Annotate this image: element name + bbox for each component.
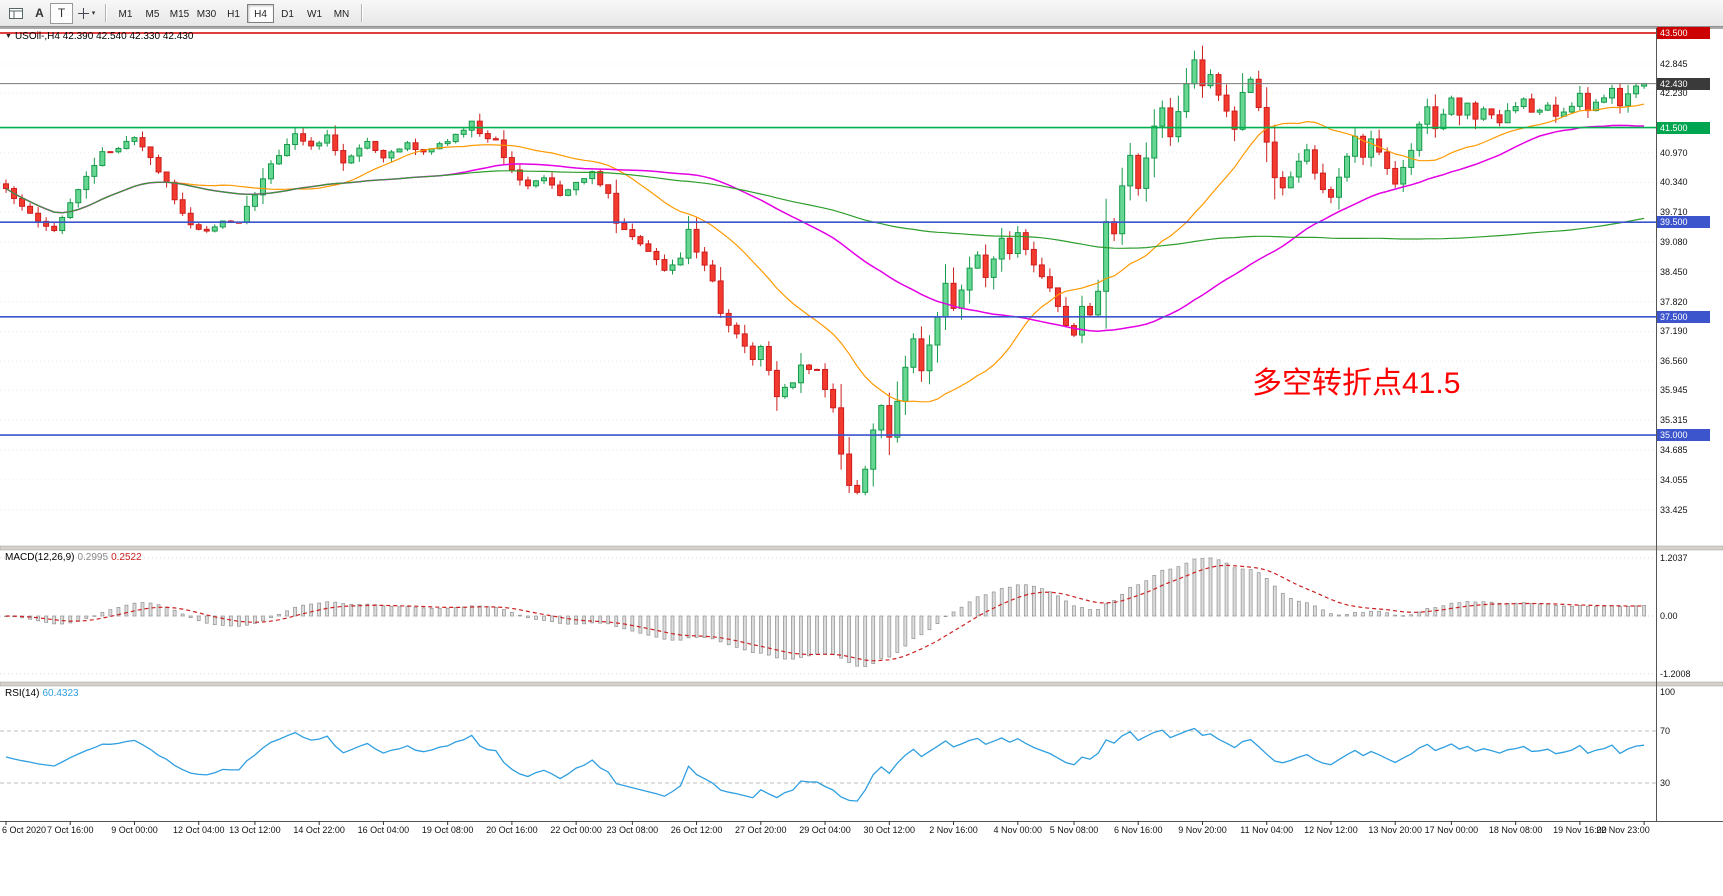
timeframe-toolbar: M1 M5 M15 M30 H1 H4 D1 W1 MN [112, 3, 355, 23]
timeframe-h4[interactable]: H4 [247, 3, 274, 23]
price-badge: 39.500 [1657, 216, 1710, 229]
timeframe-m5[interactable]: M5 [145, 8, 160, 20]
time-axis-label: 5 Nov 08:00 [1049, 825, 1099, 835]
time-axis-label: 14 Oct 22:00 [293, 825, 345, 835]
macd-axis-label: 1.2037 [1660, 552, 1688, 563]
symbol-ohlc-text: USOil-,H4 42.390 42.540 42.330 42.430 [14, 31, 194, 42]
time-axis-label: 22 Oct 00:00 [550, 825, 602, 835]
timeframe-w1[interactable]: W1 [307, 8, 322, 20]
time-axis-label: 4 Nov 00:00 [993, 825, 1043, 835]
time-axis-label: 18 Nov 08:00 [1488, 825, 1543, 835]
price-axis-label: 38.450 [1660, 266, 1688, 277]
price-badge: 43.500 [1657, 27, 1710, 39]
time-axis-label: 22 Nov 23:00 [1596, 825, 1650, 835]
price-badge: 37.500 [1657, 310, 1710, 323]
toolbar: A T ▾ M1 M5 M15 M30 H1 H4 D1 W1 MN [0, 0, 1723, 27]
time-axis-label: 16 Oct 04:00 [357, 825, 410, 835]
price-axis-label: 42.845 [1660, 58, 1688, 69]
macd-axis-label: -1.2008 [1660, 668, 1691, 679]
time-axis-label: 7 Oct 16:00 [46, 825, 94, 835]
chevron-down-icon: ▾ [91, 10, 96, 17]
time-axis-label: 9 Oct 00:00 [111, 825, 158, 835]
time-axis-label: 6 Oct 2020 [2, 825, 47, 835]
price-axis-label: 40.340 [1660, 177, 1688, 188]
timeframe-m1[interactable]: M1 [118, 8, 133, 20]
timeframe-mn[interactable]: MN [333, 8, 350, 20]
time-axis-label: 20 Oct 16:00 [486, 825, 538, 835]
timeframe-m15[interactable]: M15 [169, 8, 190, 20]
macd-signal-value: 0.2522 [111, 552, 142, 563]
price-axis-label: 35.315 [1660, 415, 1688, 426]
font-a-button[interactable]: A [35, 6, 44, 20]
time-axis-label: 2 Nov 16:00 [929, 825, 978, 835]
time-axis-label: 12 Oct 04:00 [172, 825, 225, 835]
macd-axis-label: 0.00 [1660, 611, 1678, 621]
macd-name: MACD(12,26,9) [5, 552, 75, 563]
chart-annotation-text: 多空转折点41.5 [1252, 367, 1461, 400]
rsi-indicator-label: RSI(14) 60.4323 [5, 688, 79, 699]
price-axis-label: 39.710 [1660, 207, 1688, 218]
rsi-value: 60.4323 [42, 688, 79, 699]
timeframe-m30[interactable]: M30 [196, 8, 217, 20]
macd-main-value: 0.2995 [77, 552, 109, 563]
price-axis-label: 35.945 [1660, 385, 1688, 396]
rsi-axis-label: 30 [1660, 778, 1671, 788]
price-badge: 35.000 [1657, 429, 1710, 442]
time-axis-label: 12 Nov 12:00 [1304, 825, 1358, 835]
time-axis-label: 29 Oct 04:00 [799, 825, 851, 835]
time-axis-label: 11 Nov 04:00 [1240, 825, 1294, 835]
price-axis-label: 37.820 [1660, 296, 1688, 307]
time-axis-label: 6 Nov 16:00 [1113, 825, 1163, 835]
time-axis-label: 30 Oct 12:00 [863, 825, 916, 835]
rsi-name: RSI(14) [5, 688, 40, 699]
toolbar-separator [105, 4, 106, 22]
price-axis-label: 34.685 [1660, 444, 1688, 455]
time-axis-label: 9 Nov 20:00 [1178, 825, 1227, 835]
time-axis-label: 13 Nov 20:00 [1368, 825, 1422, 835]
time-axis-label: 19 Nov 16:00 [1553, 825, 1607, 835]
time-axis-label: 26 Oct 12:00 [670, 825, 723, 835]
crosshair-icon[interactable]: ▾ [73, 3, 99, 24]
price-axis-label: 39.080 [1660, 237, 1688, 248]
time-axis-label: 23 Oct 08:00 [606, 825, 659, 835]
time-axis-label: 17 Nov 00:00 [1424, 825, 1479, 835]
timeframe-h1[interactable]: H1 [227, 8, 240, 20]
time-axis-label: 13 Oct 12:00 [229, 825, 281, 835]
price-axis-label: 36.560 [1660, 356, 1688, 367]
price-axis-label: 40.970 [1660, 147, 1688, 158]
price-axis-label: 42.230 [1660, 88, 1688, 99]
toolbar-separator [361, 4, 362, 22]
price-axis-label: 33.425 [1660, 504, 1688, 515]
price-badge: 42.430 [1657, 77, 1710, 90]
price-axis-label: 34.055 [1660, 474, 1688, 485]
chart-window-icon[interactable] [3, 3, 29, 24]
timeframe-d1[interactable]: D1 [281, 8, 294, 20]
symbol-ohlc-label: ▼ USOil-,H4 42.390 42.540 42.330 42.430 [5, 31, 193, 42]
rsi-axis-label: 70 [1660, 726, 1671, 736]
macd-indicator-label: MACD(12,26,9) 0.2995 0.2522 [5, 552, 142, 563]
rsi-axis-label: 100 [1660, 687, 1676, 697]
time-axis-label: 19 Oct 08:00 [421, 825, 474, 835]
price-badge: 41.500 [1657, 121, 1710, 134]
time-axis-label: 27 Oct 20:00 [735, 825, 787, 835]
price-axis-label: 37.190 [1660, 326, 1688, 337]
text-tool-button[interactable]: T [50, 2, 73, 24]
chevron-down-icon[interactable]: ▼ [5, 33, 12, 40]
